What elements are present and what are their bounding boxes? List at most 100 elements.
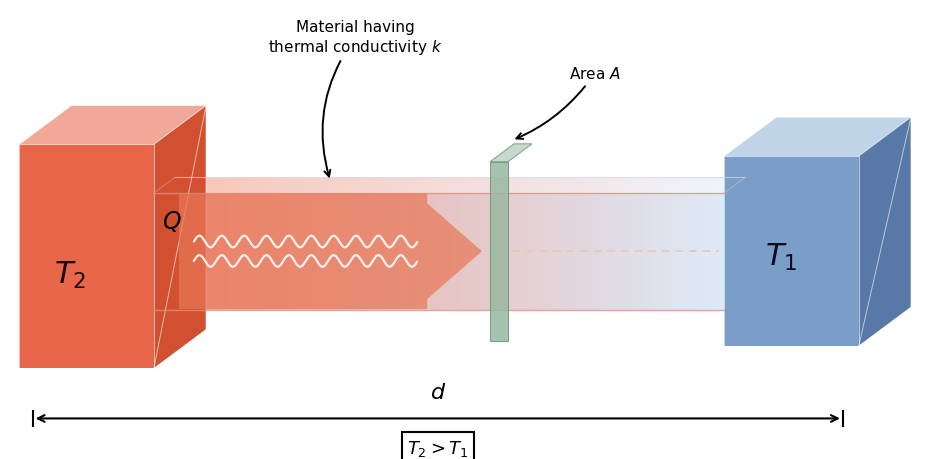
Polygon shape	[312, 193, 314, 310]
Polygon shape	[236, 178, 258, 193]
Polygon shape	[353, 178, 376, 193]
Polygon shape	[517, 193, 520, 310]
Polygon shape	[338, 193, 340, 310]
Polygon shape	[524, 193, 527, 310]
Polygon shape	[674, 193, 677, 310]
Polygon shape	[302, 193, 304, 310]
Polygon shape	[633, 178, 656, 193]
Polygon shape	[239, 178, 262, 193]
Text: $T_2 > T_1$: $T_2 > T_1$	[407, 438, 468, 458]
Polygon shape	[528, 178, 552, 193]
Polygon shape	[422, 178, 445, 193]
Polygon shape	[355, 193, 357, 310]
Polygon shape	[179, 178, 201, 193]
Polygon shape	[504, 178, 527, 193]
Polygon shape	[243, 178, 266, 193]
Polygon shape	[266, 178, 289, 193]
Polygon shape	[245, 178, 268, 193]
Polygon shape	[215, 178, 238, 193]
Polygon shape	[180, 193, 182, 310]
Polygon shape	[348, 193, 350, 310]
Polygon shape	[274, 178, 296, 193]
Polygon shape	[408, 178, 431, 193]
Polygon shape	[614, 193, 617, 310]
Polygon shape	[638, 178, 662, 193]
Polygon shape	[410, 193, 413, 310]
Polygon shape	[156, 193, 158, 310]
Polygon shape	[230, 193, 232, 310]
Polygon shape	[314, 193, 315, 310]
Polygon shape	[428, 193, 430, 310]
Polygon shape	[256, 178, 279, 193]
Polygon shape	[659, 193, 662, 310]
Polygon shape	[258, 178, 281, 193]
Polygon shape	[426, 178, 448, 193]
Polygon shape	[217, 193, 218, 310]
Polygon shape	[260, 193, 262, 310]
Polygon shape	[486, 178, 509, 193]
Polygon shape	[283, 193, 285, 310]
Polygon shape	[711, 178, 734, 193]
Polygon shape	[272, 193, 274, 310]
Polygon shape	[678, 193, 681, 310]
Polygon shape	[279, 193, 281, 310]
Polygon shape	[543, 178, 567, 193]
Polygon shape	[477, 178, 500, 193]
Polygon shape	[209, 193, 211, 310]
Polygon shape	[439, 193, 442, 310]
Polygon shape	[217, 178, 239, 193]
Polygon shape	[545, 178, 569, 193]
Polygon shape	[418, 178, 441, 193]
Polygon shape	[386, 178, 408, 193]
Polygon shape	[232, 193, 234, 310]
Polygon shape	[640, 178, 664, 193]
Polygon shape	[667, 178, 691, 193]
Polygon shape	[619, 193, 622, 310]
Polygon shape	[228, 193, 230, 310]
Polygon shape	[422, 193, 425, 310]
Polygon shape	[412, 193, 415, 310]
Polygon shape	[304, 193, 306, 310]
Polygon shape	[574, 193, 577, 310]
Polygon shape	[247, 193, 249, 310]
Polygon shape	[484, 193, 487, 310]
Polygon shape	[490, 193, 493, 310]
Polygon shape	[340, 193, 342, 310]
Polygon shape	[635, 193, 637, 310]
Polygon shape	[376, 193, 378, 310]
Polygon shape	[711, 193, 713, 310]
Polygon shape	[606, 193, 609, 310]
Polygon shape	[384, 178, 407, 193]
Polygon shape	[642, 178, 666, 193]
Polygon shape	[669, 193, 672, 310]
Polygon shape	[173, 193, 175, 310]
Polygon shape	[293, 178, 315, 193]
Polygon shape	[209, 178, 232, 193]
Polygon shape	[321, 193, 323, 310]
Polygon shape	[521, 193, 523, 310]
FancyArrow shape	[179, 194, 482, 309]
Text: Area $A$: Area $A$	[517, 66, 620, 140]
Polygon shape	[724, 157, 859, 346]
Polygon shape	[542, 178, 565, 193]
Polygon shape	[458, 193, 461, 310]
Polygon shape	[490, 162, 508, 341]
Polygon shape	[636, 193, 639, 310]
Polygon shape	[251, 178, 274, 193]
Polygon shape	[650, 193, 653, 310]
Polygon shape	[699, 178, 723, 193]
Polygon shape	[281, 193, 283, 310]
Polygon shape	[705, 193, 708, 310]
Polygon shape	[236, 193, 238, 310]
Polygon shape	[363, 193, 365, 310]
Polygon shape	[160, 178, 182, 193]
Polygon shape	[657, 178, 681, 193]
Polygon shape	[167, 178, 190, 193]
Polygon shape	[595, 193, 598, 310]
Polygon shape	[300, 193, 302, 310]
Polygon shape	[600, 193, 603, 310]
Polygon shape	[283, 178, 306, 193]
Polygon shape	[306, 178, 329, 193]
Polygon shape	[532, 178, 556, 193]
Polygon shape	[329, 178, 352, 193]
